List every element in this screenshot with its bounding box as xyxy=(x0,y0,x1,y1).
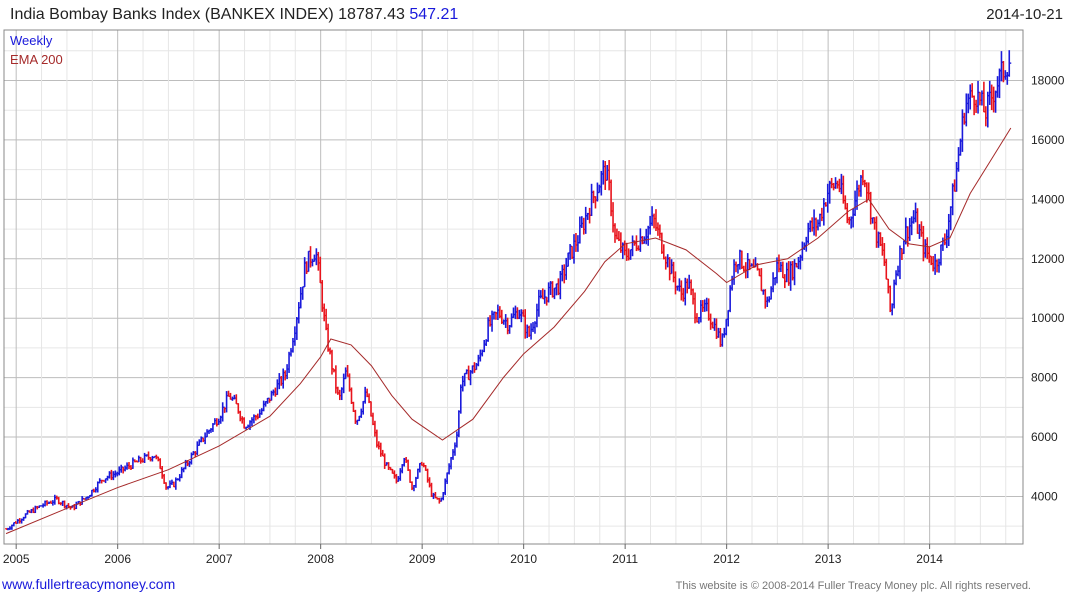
x-tick-label: 2005 xyxy=(3,552,30,566)
y-tick-label: 4000 xyxy=(1031,489,1058,503)
plot-frame xyxy=(3,29,1024,545)
chart-date: 2014-10-21 xyxy=(986,6,1063,23)
y-axis: 4000 6000 8000 10000 12000 14000 16000 18000 xyxy=(1031,74,1065,504)
last-value: 18787.43 xyxy=(338,6,405,23)
legend-weekly: Weekly xyxy=(10,33,53,48)
y-tick-label: 14000 xyxy=(1031,192,1065,206)
title-text: India Bombay Banks Index (BANKEX INDEX) xyxy=(10,6,334,23)
x-tick-label: 2006 xyxy=(104,552,131,566)
x-tick-label: 2010 xyxy=(510,552,537,566)
copyright-text: This website is © 2008-2014 Fuller Treac… xyxy=(675,580,1031,592)
y-tick-label: 6000 xyxy=(1031,430,1058,444)
y-tick-label: 18000 xyxy=(1031,74,1065,88)
weekly-bars xyxy=(5,50,1012,531)
change-value: 547.21 xyxy=(409,6,459,23)
y-tick-label: 12000 xyxy=(1031,252,1065,266)
x-axis: 2005 2006 2007 2008 2009 2010 2011 2012 2013 2014 xyxy=(3,544,943,566)
x-tick-label: 2013 xyxy=(815,552,842,566)
chart-title: India Bombay Banks Index (BANKEX INDEX) … xyxy=(10,6,458,24)
legend-ema: EMA 200 xyxy=(10,52,63,67)
x-tick-label: 2008 xyxy=(307,552,334,566)
website-link[interactable]: www.fullertreacymoney.com xyxy=(2,576,176,592)
x-tick-label: 2012 xyxy=(713,552,740,566)
y-tick-label: 8000 xyxy=(1031,371,1058,385)
x-tick-label: 2007 xyxy=(206,552,233,566)
ema-200-line xyxy=(5,127,1012,535)
grid xyxy=(4,30,1023,544)
x-tick-label: 2009 xyxy=(409,552,436,566)
y-tick-label: 10000 xyxy=(1031,311,1065,325)
x-tick-label: 2011 xyxy=(612,552,638,566)
x-tick-label: 2014 xyxy=(916,552,943,566)
y-tick-label: 16000 xyxy=(1031,133,1065,147)
